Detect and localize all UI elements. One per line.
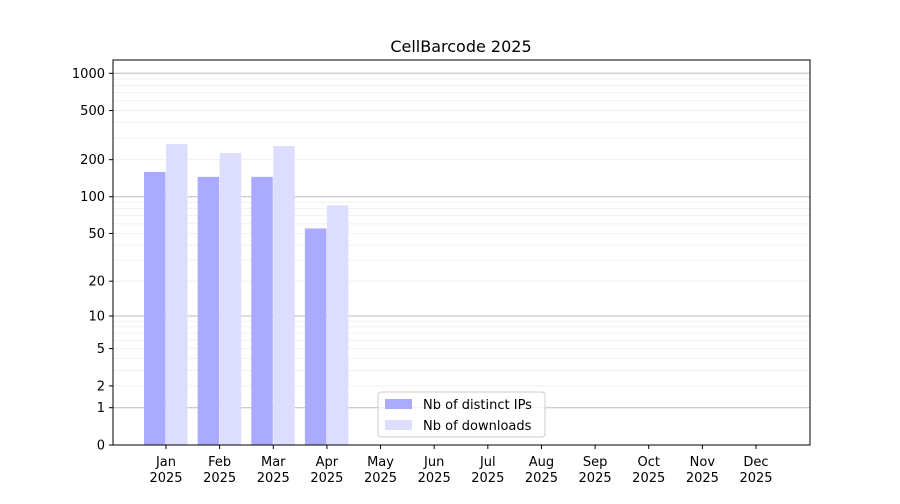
bar-downloads [166, 143, 188, 445]
y-tick-label: 1000 [72, 67, 105, 82]
x-tick-label-year: 2025 [471, 471, 504, 486]
chart-title: CellBarcode 2025 [390, 37, 531, 56]
x-tick-label-month: Dec [743, 455, 768, 470]
y-tick-label: 10 [88, 309, 105, 324]
bar-downloads [273, 146, 295, 446]
x-tick-label-year: 2025 [525, 471, 558, 486]
legend-label-distinct-ips: Nb of distinct IPs [423, 398, 532, 413]
y-tick-label: 1 [97, 401, 105, 416]
x-tick-label-month: Feb [208, 455, 231, 470]
legend-box [377, 391, 546, 438]
y-tick-label: 0 [97, 439, 105, 454]
x-tick-label-month: May [367, 455, 394, 470]
x-tick-label-month: Aug [529, 455, 554, 470]
y-tick-label: 50 [88, 227, 105, 242]
y-tick-label: 100 [80, 190, 105, 205]
x-tick-label-month: Apr [316, 455, 339, 470]
x-tick-label-month: Jul [479, 455, 496, 470]
bar-distinct-ips [197, 176, 220, 445]
bar-downloads [326, 205, 349, 445]
legend: Nb of distinct IPs Nb of downloads [377, 391, 546, 438]
x-tick-label-year: 2025 [739, 471, 772, 486]
x-tick-label-year: 2025 [632, 471, 665, 486]
legend-swatch-distinct-ips [385, 399, 412, 409]
bars [144, 143, 349, 446]
x-tick-label-month: Nov [690, 455, 716, 470]
x-tick-label-year: 2025 [579, 471, 612, 486]
x-tick-label-month: Mar [261, 455, 286, 470]
bar-distinct-ips [144, 171, 166, 445]
y-tick-label: 5 [97, 342, 105, 357]
bar-distinct-ips [251, 176, 273, 445]
x-tick-label-year: 2025 [418, 471, 451, 486]
x-tick-label-year: 2025 [149, 471, 182, 486]
bar-downloads [219, 153, 242, 446]
legend-swatch-downloads [385, 420, 412, 430]
bar-distinct-ips [304, 228, 327, 445]
x-tick-label-month: Jan [155, 455, 176, 470]
y-tick-label: 500 [80, 104, 105, 119]
plot-frame [112, 59, 811, 446]
x-tick-label-year: 2025 [203, 471, 236, 486]
x-axis: Jan2025Feb2025Mar2025Apr2025May2025Jun20… [149, 445, 773, 486]
y-axis: 0 1 2 5 10 20 50 100 200 500 1000 [72, 67, 113, 454]
x-tick-label-year: 2025 [686, 471, 719, 486]
x-tick-label-year: 2025 [310, 471, 343, 486]
x-tick-label-month: Sep [583, 455, 608, 470]
y-tick-label: 200 [80, 153, 105, 168]
y-tick-label: 20 [88, 275, 105, 290]
legend-label-downloads: Nb of downloads [423, 419, 532, 434]
x-tick-label-month: Jun [423, 455, 444, 470]
x-tick-label-year: 2025 [257, 471, 290, 486]
x-tick-label-year: 2025 [364, 471, 397, 486]
y-tick-label: 2 [97, 379, 105, 394]
x-tick-label-month: Oct [637, 455, 659, 470]
